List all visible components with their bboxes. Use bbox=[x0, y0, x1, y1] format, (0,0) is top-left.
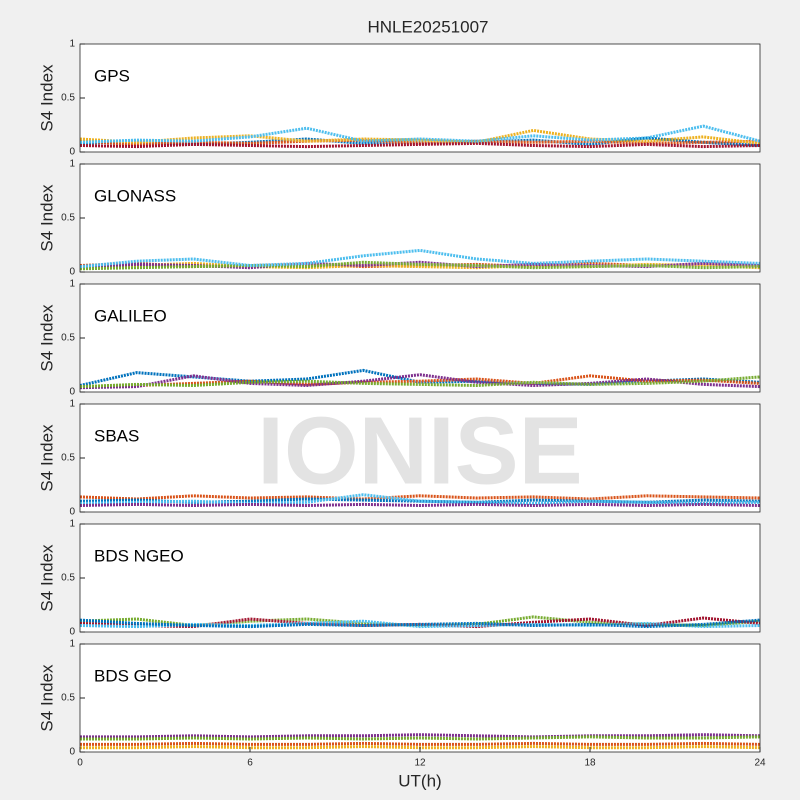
y-tick-label: 0.5 bbox=[61, 453, 75, 464]
y-tick-label: 1 bbox=[69, 519, 75, 530]
y-tick-label: 1 bbox=[69, 39, 75, 50]
axes-background bbox=[80, 404, 760, 512]
y-tick-label: 0 bbox=[69, 507, 75, 518]
y-axis-label: S4 Index bbox=[37, 424, 56, 492]
series-line bbox=[80, 502, 760, 507]
y-tick-label: 0.5 bbox=[61, 693, 75, 704]
x-axis-label: UT(h) bbox=[398, 771, 441, 790]
watermark: IONISE bbox=[257, 397, 582, 504]
plot-area bbox=[80, 248, 760, 271]
plot-area bbox=[80, 124, 760, 149]
series-line bbox=[80, 141, 760, 149]
series-line bbox=[80, 374, 760, 389]
x-tick-label: 0 bbox=[77, 758, 83, 769]
y-axis-label: S4 Index bbox=[37, 64, 56, 132]
panel-label: BDS NGEO bbox=[94, 546, 184, 565]
axes-background bbox=[80, 524, 760, 632]
y-tick-label: 0 bbox=[69, 627, 75, 638]
axes-background bbox=[80, 164, 760, 272]
y-tick-label: 0.5 bbox=[61, 213, 75, 224]
panel-label: BDS GEO bbox=[94, 666, 171, 685]
series-line bbox=[80, 373, 760, 390]
x-tick-label: 6 bbox=[247, 758, 253, 769]
y-tick-label: 0 bbox=[69, 387, 75, 398]
series-line bbox=[80, 494, 760, 501]
y-axis-label: S4 Index bbox=[37, 304, 56, 372]
series-line bbox=[80, 375, 760, 389]
y-tick-label: 0 bbox=[69, 747, 75, 758]
y-tick-label: 1 bbox=[69, 279, 75, 290]
axes-background bbox=[80, 44, 760, 152]
y-tick-label: 0.5 bbox=[61, 573, 75, 584]
x-tick-label: 18 bbox=[584, 758, 596, 769]
y-tick-label: 0.5 bbox=[61, 93, 75, 104]
y-tick-label: 1 bbox=[69, 639, 75, 650]
plot-area bbox=[80, 493, 760, 507]
y-tick-label: 1 bbox=[69, 399, 75, 410]
series-line bbox=[80, 124, 760, 144]
series-line bbox=[80, 735, 760, 741]
panel-label: SBAS bbox=[94, 426, 139, 445]
y-tick-label: 1 bbox=[69, 159, 75, 170]
plot-area bbox=[80, 615, 760, 629]
y-axis-label: S4 Index bbox=[37, 664, 56, 732]
y-axis-label: S4 Index bbox=[37, 544, 56, 612]
series-line bbox=[80, 493, 760, 505]
x-tick-label: 12 bbox=[414, 758, 426, 769]
figure-title: HNLE20251007 bbox=[368, 17, 489, 36]
panel-label: GALILEO bbox=[94, 306, 167, 325]
y-tick-label: 0 bbox=[69, 147, 75, 158]
series-line bbox=[80, 260, 760, 271]
panel-label: GLONASS bbox=[94, 186, 176, 205]
series-line bbox=[80, 619, 760, 629]
panel-label: GPS bbox=[94, 66, 130, 85]
series-line bbox=[80, 733, 760, 739]
plot-area bbox=[80, 368, 760, 390]
y-tick-label: 0 bbox=[69, 267, 75, 278]
y-tick-label: 0.5 bbox=[61, 333, 75, 344]
y-axis-label: S4 Index bbox=[37, 184, 56, 252]
series-line bbox=[80, 741, 760, 746]
x-tick-label: 24 bbox=[754, 758, 766, 769]
series-line bbox=[80, 618, 760, 629]
